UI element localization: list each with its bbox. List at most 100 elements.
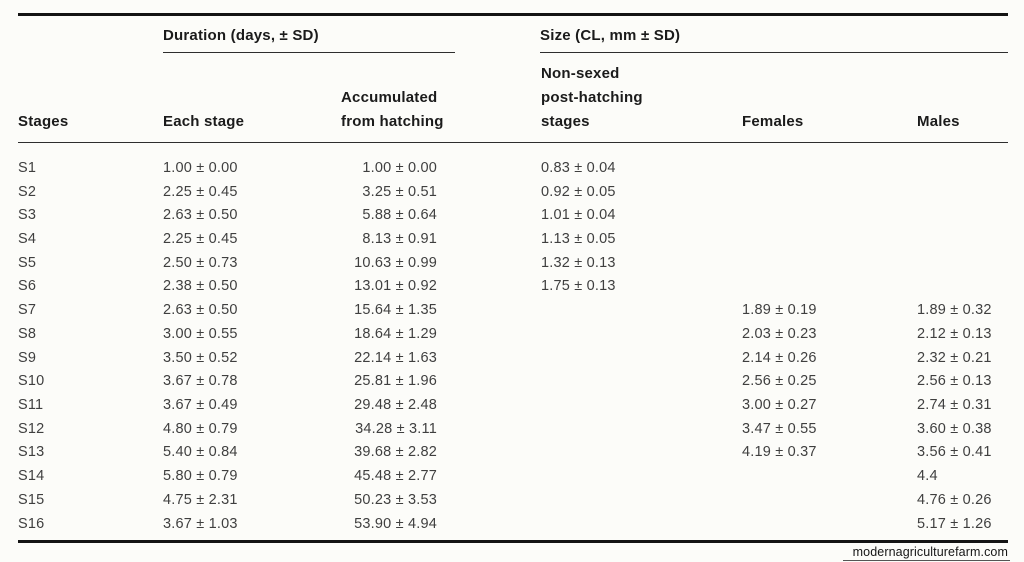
- table-row: S2 2.25 ± 0.45 3.25 ± 0.51 0.92 ± 0.05: [18, 180, 1008, 204]
- males-cell: 2.32 ± 0.21: [917, 349, 992, 366]
- accumulated-cell: 18.64 ± 1.29: [354, 325, 437, 342]
- each-stage-cell: 3.50 ± 0.52: [163, 349, 238, 366]
- accumulated-cell: 29.48 ± 2.48: [354, 397, 437, 414]
- females-cell: 1.89 ± 0.19: [742, 302, 817, 319]
- males-cell: 2.12 ± 0.13: [917, 325, 992, 342]
- non-sexed-cell: 1.75 ± 0.13: [541, 278, 616, 295]
- table-row: S3 2.63 ± 0.50 5.88 ± 0.64 1.01 ± 0.04: [18, 203, 1008, 227]
- accumulated-cell: 5.88 ± 0.64: [362, 207, 437, 224]
- stage-cell: S13: [18, 444, 45, 461]
- females-cell: 4.19 ± 0.37: [742, 444, 817, 461]
- table-row: S9 3.50 ± 0.52 22.14 ± 1.63 2.14 ± 0.26 …: [18, 346, 1008, 370]
- size-group-header: Size (CL, mm ± SD): [540, 27, 681, 44]
- stage-cell: S8: [18, 325, 37, 342]
- table-body: S1 1.00 ± 0.00 1.00 ± 0.00 0.83 ± 0.04 S…: [18, 156, 1008, 536]
- accumulated-cell: 25.81 ± 1.96: [354, 373, 437, 390]
- table-row: S5 2.50 ± 0.73 10.63 ± 0.99 1.32 ± 0.13: [18, 251, 1008, 275]
- table-bottom-rule: [18, 540, 1008, 543]
- females-cell: 3.47 ± 0.55: [742, 420, 817, 437]
- stage-cell: S14: [18, 468, 45, 485]
- accumulated-cell: 34.28 ± 3.11: [355, 420, 437, 437]
- stage-cell: S6: [18, 278, 37, 295]
- table-row: S6 2.38 ± 0.50 13.01 ± 0.92 1.75 ± 0.13: [18, 275, 1008, 299]
- table-row: S16 3.67 ± 1.03 53.90 ± 4.94 5.17 ± 1.26: [18, 512, 1008, 536]
- accumulated-cell: 50.23 ± 3.53: [354, 491, 437, 508]
- each-stage-cell: 2.25 ± 0.45: [163, 183, 238, 200]
- stage-cell: S7: [18, 302, 37, 319]
- females-cell: 2.56 ± 0.25: [742, 373, 817, 390]
- column-header-row: Stages Each stage Accumulated from hatch…: [18, 55, 1008, 134]
- accumulated-cell: 45.48 ± 2.77: [354, 468, 437, 485]
- each-stage-cell: 1.00 ± 0.00: [163, 159, 238, 176]
- males-cell: 3.60 ± 0.38: [917, 420, 992, 437]
- accumulated-cell: 1.00 ± 0.00: [362, 159, 437, 176]
- each-stage-cell: 2.25 ± 0.45: [163, 231, 238, 248]
- duration-group-underline: [163, 52, 455, 53]
- accumulated-cell: 13.01 ± 0.92: [354, 278, 437, 295]
- watermark-underline: [843, 560, 1010, 561]
- females-cell: 3.00 ± 0.27: [742, 397, 817, 414]
- non-sexed-cell: 0.92 ± 0.05: [541, 183, 616, 200]
- non-sexed-cell: 1.13 ± 0.05: [541, 231, 616, 248]
- each-stage-cell: 3.67 ± 0.49: [163, 397, 238, 414]
- males-cell: 2.56 ± 0.13: [917, 373, 992, 390]
- males-cell: 2.74 ± 0.31: [917, 397, 992, 414]
- size-group-underline: [540, 52, 1008, 53]
- females-cell: 2.14 ± 0.26: [742, 349, 817, 366]
- watermark-text: modernagriculturefarm.com: [852, 545, 1008, 559]
- accumulated-cell: 3.25 ± 0.51: [362, 183, 437, 200]
- each-stage-cell: 5.40 ± 0.84: [163, 444, 238, 461]
- non-sexed-cell: 0.83 ± 0.04: [541, 159, 616, 176]
- stage-cell: S2: [18, 183, 37, 200]
- males-cell: 4.76 ± 0.26: [917, 491, 992, 508]
- duration-group-header: Duration (days, ± SD): [163, 27, 319, 44]
- table-row: S10 3.67 ± 0.78 25.81 ± 1.96 2.56 ± 0.25…: [18, 369, 1008, 393]
- table-row: S14 5.80 ± 0.79 45.48 ± 2.77 4.4: [18, 464, 1008, 488]
- accumulated-cell: 15.64 ± 1.35: [354, 302, 437, 319]
- accumulated-cell: 8.13 ± 0.91: [362, 231, 437, 248]
- stage-cell: S16: [18, 515, 45, 532]
- non-sexed-cell: 1.01 ± 0.04: [541, 207, 616, 224]
- table-row: S15 4.75 ± 2.31 50.23 ± 3.53 4.76 ± 0.26: [18, 488, 1008, 512]
- each-stage-cell: 3.00 ± 0.55: [163, 325, 238, 342]
- column-header-accumulated: Accumulated from hatching: [341, 86, 541, 134]
- stage-cell: S5: [18, 254, 37, 271]
- column-header-each-stage: Each stage: [163, 113, 245, 130]
- males-cell: 3.56 ± 0.41: [917, 444, 992, 461]
- each-stage-cell: 3.67 ± 0.78: [163, 373, 238, 390]
- column-header-stages: Stages: [18, 113, 69, 130]
- stage-cell: S11: [18, 397, 44, 414]
- accumulated-cell: 53.90 ± 4.94: [354, 515, 437, 532]
- column-header-males: Males: [917, 113, 960, 130]
- each-stage-cell: 2.50 ± 0.73: [163, 254, 238, 271]
- each-stage-cell: 2.63 ± 0.50: [163, 207, 238, 224]
- column-header-non-sexed: Non-sexed post-hatching stages: [541, 62, 742, 134]
- each-stage-cell: 4.80 ± 0.79: [163, 420, 238, 437]
- males-cell: 5.17 ± 1.26: [917, 515, 992, 532]
- stage-cell: S9: [18, 349, 37, 366]
- table-row: S4 2.25 ± 0.45 8.13 ± 0.91 1.13 ± 0.05: [18, 227, 1008, 251]
- table-row: S7 2.63 ± 0.50 15.64 ± 1.35 1.89 ± 0.19 …: [18, 298, 1008, 322]
- stage-cell: S10: [18, 373, 45, 390]
- column-header-non-sexed-label: Non-sexed post-hatching stages: [541, 65, 643, 130]
- accumulated-cell: 10.63 ± 0.99: [354, 254, 437, 271]
- males-cell: 1.89 ± 0.32: [917, 302, 992, 319]
- males-cell: 4.4: [917, 468, 938, 485]
- stage-cell: S4: [18, 231, 37, 248]
- column-header-accumulated-label: Accumulated from hatching: [341, 89, 444, 130]
- each-stage-cell: 2.38 ± 0.50: [163, 278, 238, 295]
- each-stage-cell: 5.80 ± 0.79: [163, 468, 238, 485]
- table-row: S11 3.67 ± 0.49 29.48 ± 2.48 3.00 ± 0.27…: [18, 393, 1008, 417]
- table-row: S13 5.40 ± 0.84 39.68 ± 2.82 4.19 ± 0.37…: [18, 441, 1008, 465]
- each-stage-cell: 2.63 ± 0.50: [163, 302, 238, 319]
- stage-cell: S12: [18, 420, 45, 437]
- table-row: S1 1.00 ± 0.00 1.00 ± 0.00 0.83 ± 0.04: [18, 156, 1008, 180]
- accumulated-cell: 39.68 ± 2.82: [354, 444, 437, 461]
- column-header-females: Females: [742, 113, 804, 130]
- table-top-rule: [18, 13, 1008, 16]
- stage-cell: S3: [18, 207, 37, 224]
- stage-cell: S15: [18, 491, 45, 508]
- accumulated-cell: 22.14 ± 1.63: [354, 349, 437, 366]
- stage-cell: S1: [18, 159, 37, 176]
